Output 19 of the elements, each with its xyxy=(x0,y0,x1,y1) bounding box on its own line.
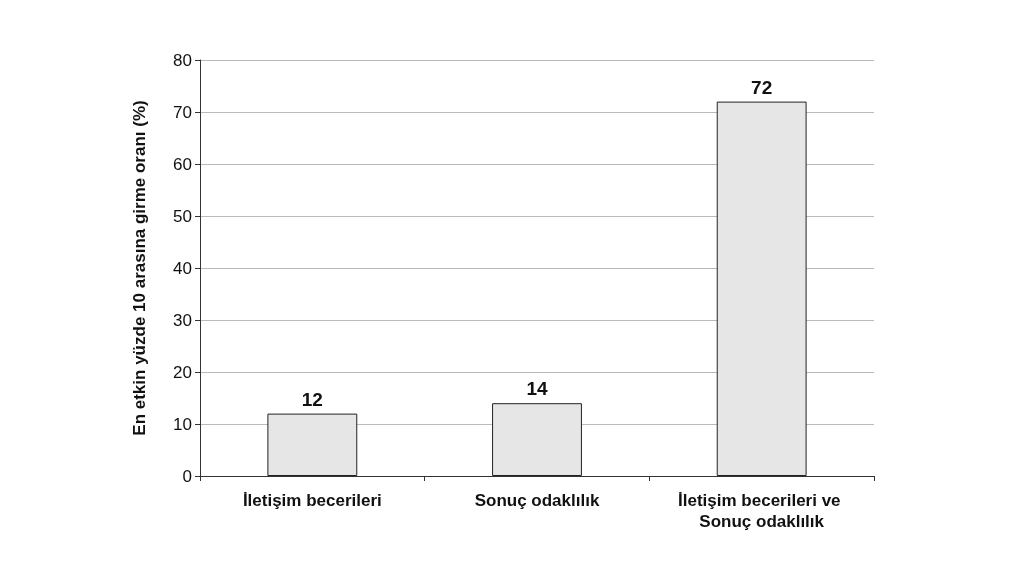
x-tick-label: Sonuç odaklılık xyxy=(474,491,600,510)
y-tick-label: 80 xyxy=(173,50,192,70)
bar xyxy=(716,101,807,476)
x-tick-label: İletişim becerileri ve Sonuç odaklılık xyxy=(678,491,846,531)
y-tick-label: 10 xyxy=(173,414,192,434)
data-label: 14 xyxy=(526,378,548,400)
y-axis-title: En etkin yüzde 10 arasına girme oranı (%) xyxy=(130,100,149,436)
data-label: 12 xyxy=(301,388,323,410)
y-tick-label: 50 xyxy=(173,206,192,226)
bar xyxy=(267,413,358,476)
y-tick-label: 30 xyxy=(173,310,192,330)
y-tick-label: 60 xyxy=(173,154,192,174)
x-tick-label: İletişim becerileri xyxy=(242,491,382,510)
y-tick-label: 40 xyxy=(173,258,192,278)
data-label: 72 xyxy=(751,76,773,98)
bar xyxy=(492,403,582,476)
y-tick-label: 20 xyxy=(173,362,192,382)
y-tick-label: 70 xyxy=(173,102,192,122)
y-tick-label: 0 xyxy=(182,466,192,486)
